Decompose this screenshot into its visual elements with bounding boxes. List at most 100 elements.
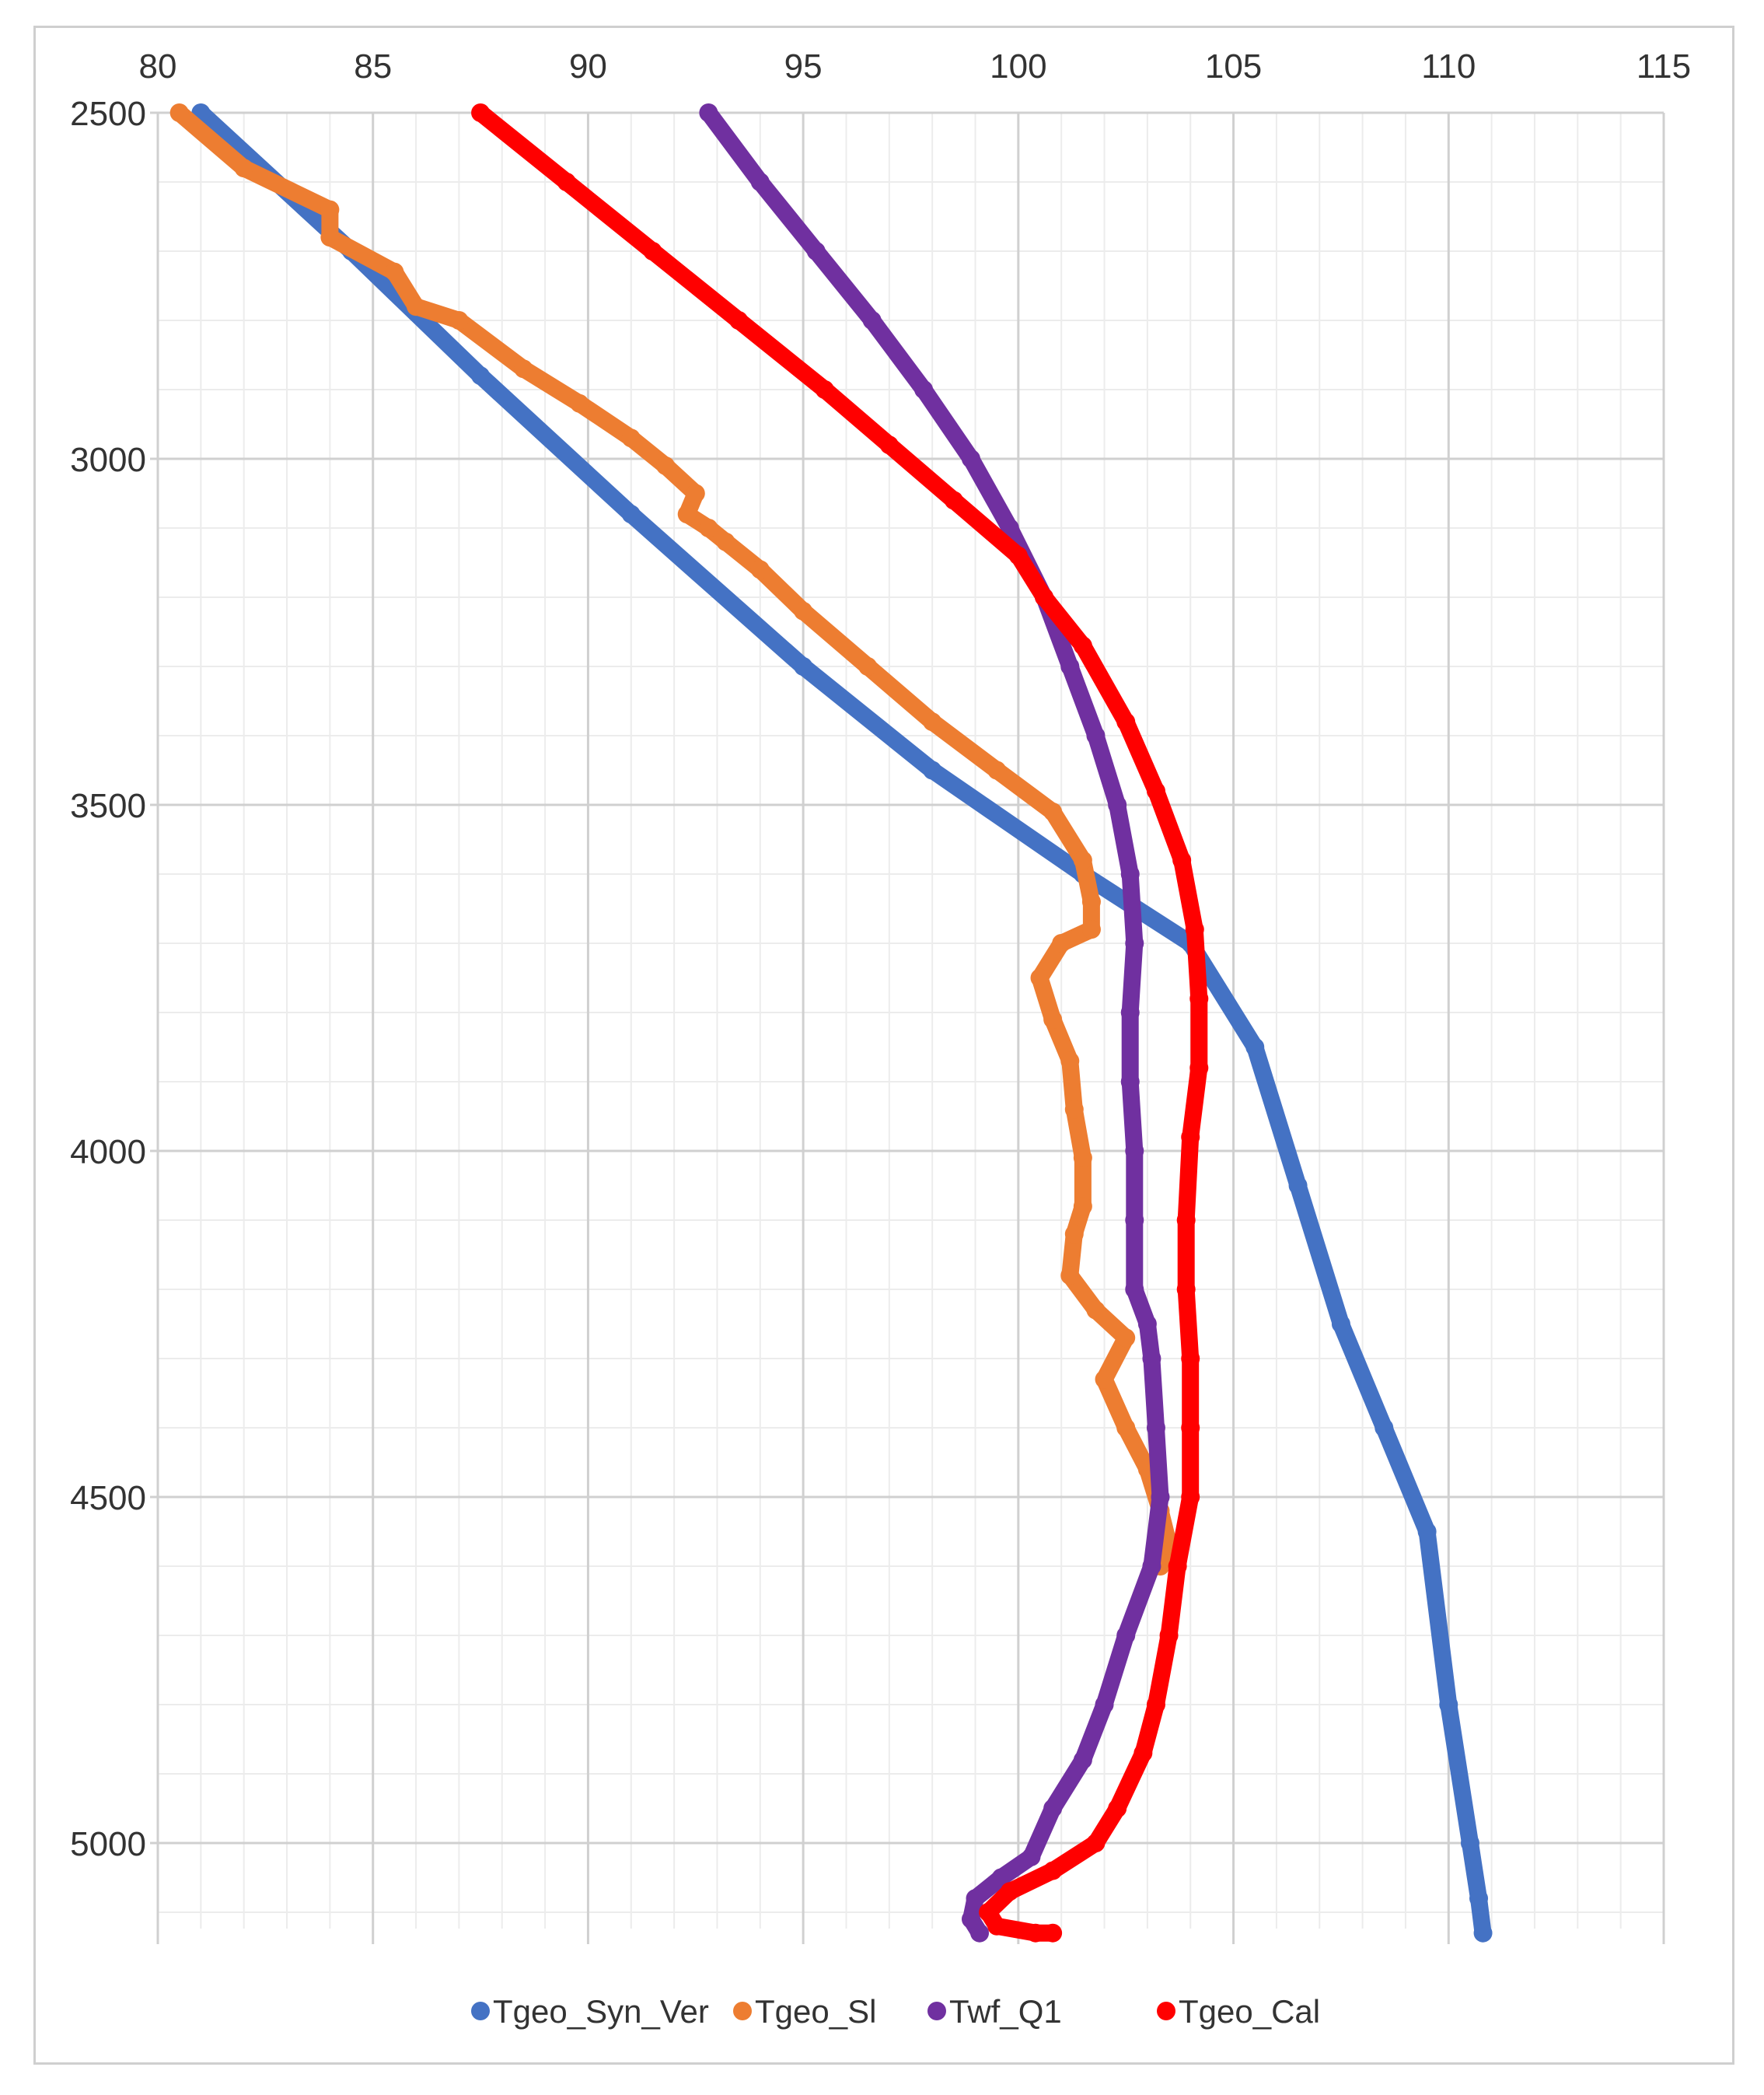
data-point	[1073, 851, 1092, 870]
data-point	[1043, 1861, 1063, 1880]
data-point	[320, 200, 340, 219]
data-point	[1081, 920, 1101, 939]
data-point	[1189, 989, 1209, 1009]
y-tick-label: 3500	[70, 787, 146, 825]
data-point	[570, 393, 589, 413]
data-point	[858, 657, 878, 676]
data-point	[1108, 1799, 1127, 1818]
data-point	[987, 761, 1007, 780]
data-point	[1125, 1142, 1144, 1160]
data-point	[1172, 851, 1192, 870]
legend-item: Twf_Q1	[927, 1993, 1062, 2030]
data-point	[1064, 1224, 1084, 1243]
data-point	[449, 311, 469, 330]
data-point	[1120, 1003, 1140, 1022]
data-point	[1043, 1923, 1063, 1943]
data-point	[1108, 796, 1127, 814]
y-tick-label: 3000	[70, 441, 146, 479]
data-point	[961, 449, 980, 468]
data-point	[1025, 1923, 1045, 1943]
data-point	[815, 380, 834, 399]
data-point	[1146, 782, 1165, 801]
y-tick-label: 2500	[70, 95, 146, 133]
data-point	[944, 491, 963, 510]
data-point	[1146, 1418, 1165, 1437]
data-point	[1189, 1058, 1209, 1078]
data-point	[621, 505, 641, 524]
series-tgeo-cal	[471, 103, 1209, 1943]
data-point	[1073, 1148, 1092, 1167]
data-point	[1000, 1882, 1019, 1901]
data-point	[1073, 1750, 1092, 1770]
figure-frame	[33, 26, 1734, 2065]
legend-marker	[733, 2002, 752, 2020]
data-point	[1185, 920, 1204, 939]
data-point	[1142, 1349, 1161, 1368]
data-point	[1331, 1314, 1350, 1334]
data-point	[750, 560, 770, 579]
data-point	[1125, 1211, 1144, 1229]
data-point	[1052, 934, 1071, 953]
data-point	[514, 359, 533, 379]
data-point	[1035, 588, 1054, 607]
data-point	[1417, 1522, 1437, 1541]
data-point	[1460, 1834, 1479, 1852]
x-tick-label: 105	[1205, 47, 1262, 86]
legend-item: Tgeo_Syn_Ver	[471, 1993, 709, 2030]
data-point	[1081, 892, 1101, 911]
plot-background	[158, 113, 1664, 1929]
data-point	[699, 519, 718, 537]
y-tick-label: 5000	[70, 1825, 146, 1863]
data-point	[729, 311, 749, 330]
legend-marker	[471, 2002, 490, 2020]
x-axis-tick-labels: 80 85 90 95 100 105 110 115	[139, 47, 1692, 86]
data-point	[471, 366, 491, 386]
y-tick-label: 4000	[70, 1133, 146, 1171]
data-point	[1030, 968, 1050, 988]
data-point	[1116, 1328, 1136, 1348]
data-point	[923, 761, 942, 780]
x-tick-label: 110	[1421, 47, 1476, 86]
data-point	[1125, 934, 1144, 953]
data-point	[1086, 1834, 1106, 1852]
data-point	[1116, 1626, 1136, 1645]
data-point	[407, 297, 426, 317]
data-point	[699, 103, 718, 122]
data-point	[716, 532, 735, 551]
x-tick-label: 95	[784, 47, 823, 86]
series-line	[700, 104, 1169, 1942]
data-point	[1073, 1197, 1092, 1216]
data-point	[1000, 519, 1019, 537]
data-point	[1181, 1488, 1200, 1506]
data-point	[1060, 657, 1080, 676]
y-axis-tick-labels: 2500 3000 3500 4000 4500 5000	[70, 95, 146, 1863]
data-point	[879, 435, 899, 455]
data-point	[1176, 1211, 1196, 1229]
data-point	[1022, 1847, 1041, 1866]
data-point	[1043, 1009, 1063, 1029]
data-point	[961, 1909, 980, 1929]
data-point	[557, 173, 576, 191]
legend-label: Tgeo_Syn_Ver	[493, 1993, 709, 2030]
data-point	[686, 484, 705, 503]
data-point	[1125, 1280, 1144, 1299]
data-point	[677, 505, 697, 524]
x-tick-label: 85	[354, 47, 392, 86]
data-point	[1288, 1176, 1308, 1195]
data-point	[970, 1923, 990, 1943]
series-twf-q1	[699, 103, 1170, 1943]
data-point	[1073, 636, 1092, 656]
data-point	[385, 262, 404, 282]
legend-marker	[927, 2002, 946, 2020]
legend-label: Twf_Q1	[949, 1993, 1062, 2030]
data-point	[1086, 1300, 1106, 1320]
data-point	[923, 712, 942, 732]
data-point	[914, 380, 934, 399]
data-point	[1159, 1626, 1179, 1645]
data-point	[656, 456, 676, 475]
data-point	[806, 242, 826, 261]
data-point	[1043, 1799, 1063, 1818]
data-point	[1181, 1418, 1200, 1437]
legend-item: Tgeo_Sl	[733, 1993, 876, 2030]
